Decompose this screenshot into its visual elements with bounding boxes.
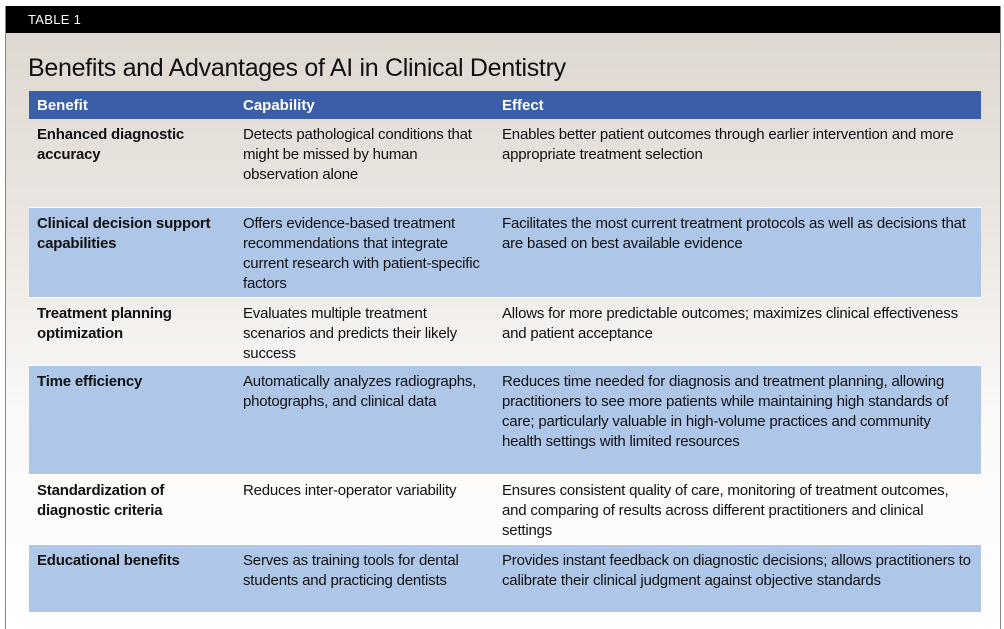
- capability-cell: Offers evidence-based treatment recommen…: [235, 207, 494, 298]
- table-label: TABLE 1: [28, 12, 82, 27]
- benefit-cell: Time efficiency: [29, 365, 235, 475]
- benefit-cell: Educational benefits: [29, 544, 235, 613]
- table-row: Standardization of diagnostic criteria R…: [29, 474, 981, 545]
- table-row: Enhanced diagnostic accuracy Detects pat…: [29, 119, 981, 208]
- effect-cell: Ensures consistent quality of care, moni…: [494, 474, 981, 545]
- capability-cell: Reduces inter-operator variability: [235, 474, 494, 545]
- capability-cell: Automatically analyzes radiographs, phot…: [235, 365, 494, 475]
- table-row: Educational benefits Serves as training …: [29, 544, 981, 613]
- capability-cell: Detects pathological conditions that mig…: [235, 119, 494, 208]
- table-row: Treatment planning optimization Evaluate…: [29, 297, 981, 366]
- table-row: Clinical decision support capabilities O…: [29, 207, 981, 298]
- header-effect: Effect: [494, 91, 981, 119]
- benefits-table: Benefit Capability Effect Enhanced diagn…: [29, 91, 981, 613]
- effect-cell: Allows for more predictable outcomes; ma…: [494, 297, 981, 366]
- capability-cell: Evaluates multiple treatment scenarios a…: [235, 297, 494, 366]
- header-capability: Capability: [235, 91, 494, 119]
- effect-cell: Reduces time needed for diagnosis and tr…: [494, 365, 981, 475]
- benefit-cell: Clinical decision support capabilities: [29, 207, 235, 298]
- table-label-bar: TABLE 1: [6, 6, 1000, 33]
- effect-cell: Enables better patient outcomes through …: [494, 119, 981, 208]
- effect-cell: Provides instant feedback on diagnostic …: [494, 544, 981, 613]
- table-figure: TABLE 1 Benefits and Advantages of AI in…: [5, 6, 1001, 629]
- capability-cell: Serves as training tools for dental stud…: [235, 544, 494, 613]
- table-title: Benefits and Advantages of AI in Clinica…: [28, 54, 566, 82]
- table-row: Time efficiency Automatically analyzes r…: [29, 365, 981, 475]
- header-benefit: Benefit: [29, 91, 235, 119]
- effect-cell: Facilitates the most current treatment p…: [494, 207, 981, 298]
- benefit-cell: Standardization of diagnostic criteria: [29, 474, 235, 545]
- benefit-cell: Enhanced diagnostic accuracy: [29, 119, 235, 208]
- header-row: Benefit Capability Effect: [29, 91, 981, 119]
- benefit-cell: Treatment planning optimization: [29, 297, 235, 366]
